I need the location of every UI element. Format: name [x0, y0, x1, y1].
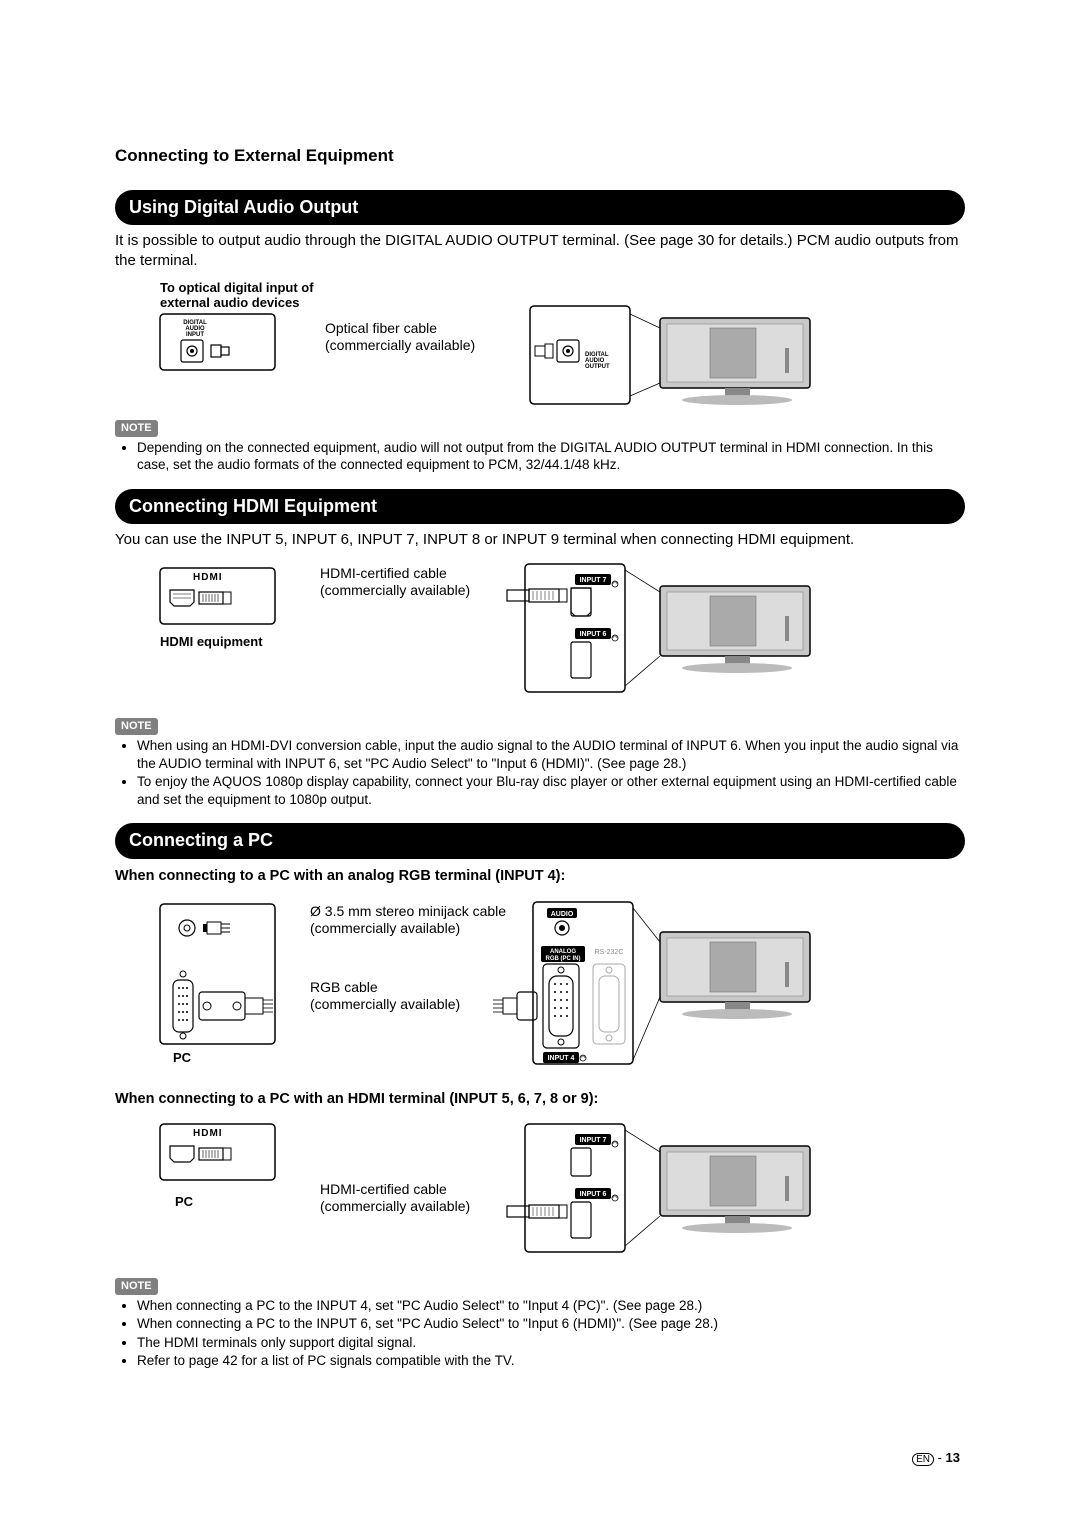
- pc-label: PC: [173, 1050, 192, 1065]
- note-list: Depending on the connected equipment, au…: [115, 439, 965, 474]
- note-item: To enjoy the AQUOS 1080p display capabil…: [137, 773, 965, 808]
- section-header-hdmi: Connecting HDMI Equipment: [115, 489, 965, 524]
- audio-label: AUDIO: [551, 911, 574, 918]
- note-item: Refer to page 42 for a list of PC signal…: [137, 1352, 965, 1370]
- input7-label: INPUT 7: [580, 1137, 607, 1144]
- optical-input-label: To optical digital input of external aud…: [160, 280, 317, 310]
- note-badge: NOTE: [115, 718, 158, 735]
- analog-rgb-label: ANALOGRGB (PC IN): [546, 949, 581, 962]
- diagram-hdmi: HDMI HDMI equipment HDMI-certified cable…: [115, 556, 965, 706]
- note-item: Depending on the connected equipment, au…: [137, 439, 965, 474]
- note-badge: NOTE: [115, 1278, 158, 1295]
- optical-cable-label-1: Optical fiber cable: [325, 320, 437, 336]
- page-title: Connecting to External Equipment: [115, 145, 965, 168]
- note-item: The HDMI terminals only support digital …: [137, 1334, 965, 1352]
- section-header-digital-audio: Using Digital Audio Output: [115, 190, 965, 225]
- note-list: When connecting a PC to the INPUT 4, set…: [115, 1297, 965, 1370]
- section-intro: You can use the INPUT 5, INPUT 6, INPUT …: [115, 530, 965, 550]
- rs232c-label: RS-232C: [595, 949, 624, 956]
- tv-rear-icon: [660, 318, 810, 405]
- input6-label: INPUT 6: [580, 631, 607, 638]
- hdmi-cable-label-1: HDMI-certified cable: [320, 565, 447, 581]
- optical-cable-label-2: (commercially available): [325, 337, 475, 353]
- hdmi-cable-label-1: HDMI-certified cable: [320, 1181, 447, 1197]
- port-digital-audio-output-label: DIGITALAUDIOOUTPUT: [585, 352, 610, 370]
- hdmi-logo-text: HDMI: [193, 572, 223, 583]
- pc-subhead-1: When connecting to a PC with an analog R…: [115, 867, 965, 887]
- port-digital-audio-input-label: DIGITALAUDIOINPUT: [183, 320, 207, 338]
- page-number: EN - 13: [912, 1449, 960, 1467]
- tv-rear-icon: [660, 586, 810, 673]
- minijack-label-2: (commercially available): [310, 920, 460, 936]
- lang-badge: EN: [912, 1453, 934, 1466]
- rgb-cable-label-2: (commercially available): [310, 996, 460, 1012]
- minijack-label-1: Ø 3.5 mm stereo minijack cable: [310, 903, 506, 919]
- section-intro: It is possible to output audio through t…: [115, 231, 965, 272]
- diagram-digital-audio: To optical digital input of external aud…: [115, 278, 965, 408]
- note-item: When using an HDMI-DVI conversion cable,…: [137, 737, 965, 772]
- diagram-pc-rgb: PC Ø 3.5 mm stereo minijack cable (comme…: [115, 892, 965, 1082]
- note-item: When connecting a PC to the INPUT 6, set…: [137, 1315, 965, 1333]
- input4-label: INPUT 4: [548, 1055, 575, 1062]
- section-header-pc: Connecting a PC: [115, 823, 965, 858]
- hdmi-cable-label-2: (commercially available): [320, 1198, 470, 1214]
- tv-rear-icon: [660, 1146, 810, 1233]
- pc-subhead-2: When connecting to a PC with an HDMI ter…: [115, 1090, 965, 1110]
- hdmi-cable-label-2: (commercially available): [320, 582, 470, 598]
- input7-label: INPUT 7: [580, 577, 607, 584]
- note-item: When connecting a PC to the INPUT 4, set…: [137, 1297, 965, 1315]
- pc-label: PC: [175, 1194, 194, 1209]
- hdmi-equipment-label: HDMI equipment: [160, 634, 263, 649]
- hdmi-logo-text: HDMI: [193, 1128, 223, 1139]
- input6-label: INPUT 6: [580, 1191, 607, 1198]
- tv-rear-icon: [660, 932, 810, 1019]
- diagram-pc-hdmi: HDMI PC HDMI-certified cable (commercial…: [115, 1116, 965, 1266]
- note-badge: NOTE: [115, 420, 158, 437]
- hdmi-plug-icon: [507, 589, 567, 602]
- note-list: When using an HDMI-DVI conversion cable,…: [115, 737, 965, 808]
- rgb-cable-label-1: RGB cable: [310, 979, 378, 995]
